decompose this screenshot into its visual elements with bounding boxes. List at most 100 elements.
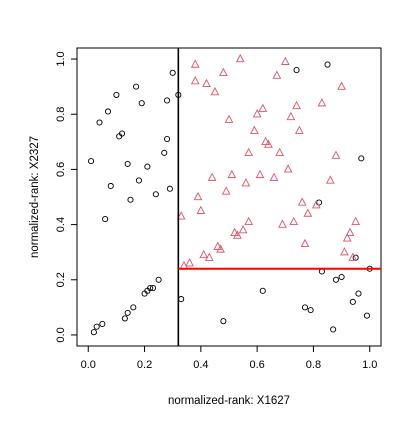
circle-point xyxy=(118,130,126,137)
triangle-point xyxy=(331,150,341,159)
triangle-point xyxy=(325,175,335,184)
circle-point xyxy=(259,287,266,294)
triangle-point xyxy=(351,216,361,225)
triangle-point xyxy=(224,114,234,123)
plot-area xyxy=(76,47,382,347)
triangle-point xyxy=(295,125,304,134)
circle-point xyxy=(147,285,154,292)
circle-point xyxy=(316,199,323,206)
circle-point xyxy=(349,298,356,305)
circle-point xyxy=(113,91,120,98)
triangle-point xyxy=(317,98,327,107)
circle-point xyxy=(307,307,314,314)
triangle-point xyxy=(204,252,214,261)
triangle-point xyxy=(311,200,321,209)
triangle-point xyxy=(244,147,254,157)
circle-point xyxy=(93,323,100,330)
circle-point xyxy=(149,285,157,292)
triangle-point xyxy=(275,147,285,157)
circle-point xyxy=(169,69,176,76)
circle-point xyxy=(355,290,362,297)
triangle-point xyxy=(292,100,301,110)
triangle-point xyxy=(249,125,259,134)
triangle-point xyxy=(241,178,251,187)
triangle-point xyxy=(207,172,217,181)
circle-point xyxy=(363,312,370,319)
circle-point xyxy=(164,97,171,104)
triangle-point xyxy=(219,67,228,76)
y-tick-label: 0.8 xyxy=(55,107,67,122)
circle-point xyxy=(152,191,159,198)
triangle-point xyxy=(176,211,186,220)
triangle-point xyxy=(196,205,206,214)
circle-point xyxy=(99,320,106,327)
y-tick-label: 0.4 xyxy=(55,217,67,232)
triangle-point xyxy=(244,216,254,225)
circle-point xyxy=(90,329,97,336)
circle-point xyxy=(358,155,365,162)
triangle-point xyxy=(340,247,349,256)
y-tick-label: 0.2 xyxy=(55,272,67,287)
triangle-point xyxy=(235,53,245,63)
circle-point xyxy=(127,196,134,203)
triangle-point xyxy=(345,227,355,237)
circle-point xyxy=(135,177,142,184)
x-axis-label: normalized-rank: X1627 xyxy=(168,395,290,407)
y-tick-label: 1.0 xyxy=(55,51,67,66)
triangle-point xyxy=(213,241,223,250)
triangle-point xyxy=(233,230,242,239)
circle-point xyxy=(301,304,309,311)
triangle-point xyxy=(216,244,225,253)
x-tick-label: 0.6 xyxy=(249,359,264,371)
circle-point xyxy=(164,136,171,143)
circle-point xyxy=(104,108,112,115)
circle-point xyxy=(155,276,162,283)
y-tick-label: 0.0 xyxy=(55,327,67,342)
triangle-point xyxy=(289,216,299,225)
triangle-point xyxy=(202,78,211,88)
x-tick-label: 0.8 xyxy=(306,359,321,371)
triangle-point xyxy=(199,249,209,259)
triangle-point xyxy=(221,186,231,195)
x-tick-label: 0.0 xyxy=(81,359,96,371)
triangle-point xyxy=(227,169,237,179)
circle-point xyxy=(220,318,227,325)
triangle-point xyxy=(258,103,268,112)
circle-point xyxy=(124,309,131,316)
circle-point xyxy=(138,100,145,107)
circle-point xyxy=(144,163,151,170)
x-tick-label: 0.2 xyxy=(137,359,152,371)
reference-lines xyxy=(177,48,381,346)
triangle-point xyxy=(278,219,287,228)
x-tick-label: 1.0 xyxy=(362,359,377,371)
circle-point xyxy=(332,276,340,283)
triangle-point xyxy=(297,197,307,206)
circle-point xyxy=(293,67,300,74)
circle-point xyxy=(107,182,114,190)
triangle-point xyxy=(230,227,239,237)
triangle-point xyxy=(264,139,273,148)
triangle-point xyxy=(272,70,282,79)
circle-point xyxy=(130,304,137,311)
triangle-point xyxy=(283,164,293,173)
circle-point xyxy=(166,185,173,192)
triangle-point xyxy=(300,238,310,248)
triangle-point xyxy=(261,136,270,145)
triangle-point xyxy=(193,191,203,201)
y-axis: 0.0 0.2 0.4 0.6 0.8 1.0 xyxy=(55,51,78,343)
circle-point xyxy=(121,315,128,322)
triangle-point xyxy=(303,208,313,217)
circle-point xyxy=(102,216,109,223)
triangle-point xyxy=(348,252,358,261)
circle-point xyxy=(124,160,131,167)
triangle-point xyxy=(342,233,352,242)
triangle-point xyxy=(280,56,290,65)
triangle-point xyxy=(238,225,248,234)
circle-point xyxy=(96,119,103,126)
triangle-point xyxy=(190,76,200,85)
triangle-point xyxy=(252,109,262,118)
triangle-point xyxy=(210,87,220,96)
circle-point xyxy=(88,158,95,165)
circle-point xyxy=(324,61,331,68)
